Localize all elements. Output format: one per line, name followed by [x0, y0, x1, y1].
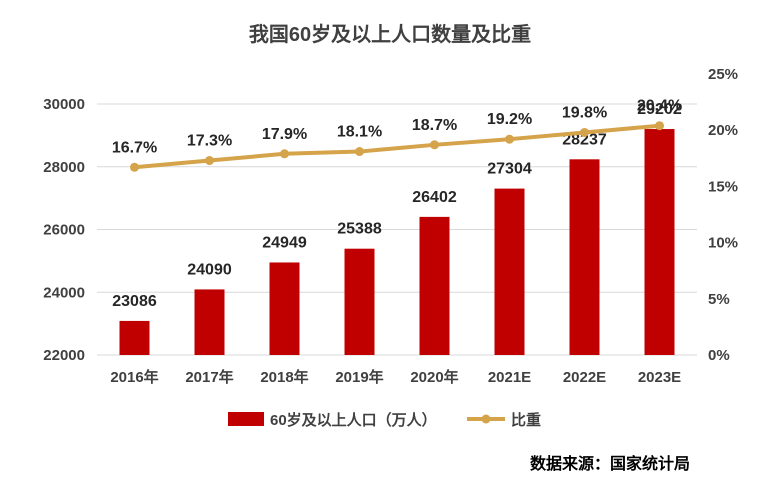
bar-value-label: 24949: [262, 234, 307, 251]
line-value-label: 19.8%: [562, 104, 607, 121]
bar-value-label: 24090: [187, 261, 232, 278]
bar-value-label: 23086: [112, 293, 157, 310]
line-value-label: 20.4%: [637, 98, 682, 115]
category-label: 2020年: [410, 368, 458, 386]
left-axis-ticks: 22000 24000 26000 28000 30000: [43, 96, 85, 364]
category-label: 2022E: [563, 369, 606, 386]
right-tick-label: 20%: [708, 122, 738, 139]
chart-title: 我国60岁及以上人口数量及比重: [249, 22, 531, 46]
left-tick-label: 30000: [43, 96, 85, 113]
line-value-label: 18.7%: [412, 117, 457, 134]
right-tick-label: 0%: [708, 347, 730, 364]
legend: 60岁及以上人口（万人） 比重: [228, 411, 541, 429]
bar: [269, 262, 300, 355]
bar-value-label: 27304: [487, 161, 532, 178]
legend-bar-swatch: [228, 412, 264, 426]
line-value-label: 17.3%: [187, 133, 232, 150]
right-axis-ticks: 0% 5% 10% 15% 20% 25%: [708, 66, 738, 364]
right-tick-label: 25%: [708, 66, 738, 83]
category-label: 2021E: [488, 369, 531, 386]
legend-line-marker: [481, 414, 491, 424]
category-label: 2019年: [335, 368, 383, 386]
line-marker: [355, 147, 364, 157]
right-tick-label: 10%: [708, 235, 738, 252]
category-label: 2023E: [638, 369, 681, 386]
bar: [494, 188, 525, 355]
line-value-label: 16.7%: [112, 139, 157, 156]
source-note: 数据来源：国家统计局: [530, 454, 690, 473]
legend-line-label: 比重: [511, 411, 541, 429]
bar-value-label: 25388: [337, 221, 382, 238]
bar-value-label: 29202: [637, 101, 682, 118]
bar: [119, 320, 150, 355]
bar: [194, 289, 225, 355]
bar-series: 23086 24090 24949 25388 26402 27304 28237 29202: [112, 101, 682, 355]
left-tick-label: 24000: [43, 284, 85, 301]
series-line: [132, 123, 662, 170]
line-marker: [280, 149, 289, 159]
line-value-label: 17.9%: [262, 126, 307, 143]
bar: [569, 159, 600, 355]
bar-value-label: 26402: [412, 189, 457, 206]
bar: [644, 129, 675, 355]
category-label: 2017年: [185, 368, 233, 386]
right-tick-label: 5%: [708, 291, 730, 308]
left-tick-label: 26000: [43, 222, 85, 239]
line-marker: [130, 162, 139, 172]
right-tick-label: 15%: [708, 178, 738, 195]
line-marker: [430, 140, 439, 150]
category-label: 2018年: [260, 368, 308, 386]
left-tick-label: 28000: [43, 159, 85, 176]
line-marker: [205, 156, 214, 166]
line-series: 16.7% 17.3% 17.9% 18.1% 18.7% 19.2% 19.8% 20.4%: [112, 98, 682, 172]
bar-value-label: 28237: [562, 131, 607, 148]
category-labels: 2016年 2017年 2018年 2019年 2020年 2021E 2022E 2023E: [110, 368, 681, 386]
line-marker: [655, 121, 664, 131]
line-marker: [505, 134, 514, 144]
bar: [344, 248, 375, 355]
bar: [419, 216, 450, 355]
legend-bar-label: 60岁及以上人口（万人）: [270, 411, 437, 429]
line-value-label: 18.1%: [337, 124, 382, 141]
line-value-label: 19.2%: [487, 111, 532, 128]
line-marker: [580, 127, 589, 137]
left-tick-label: 22000: [43, 347, 85, 364]
category-label: 2016年: [110, 368, 158, 386]
